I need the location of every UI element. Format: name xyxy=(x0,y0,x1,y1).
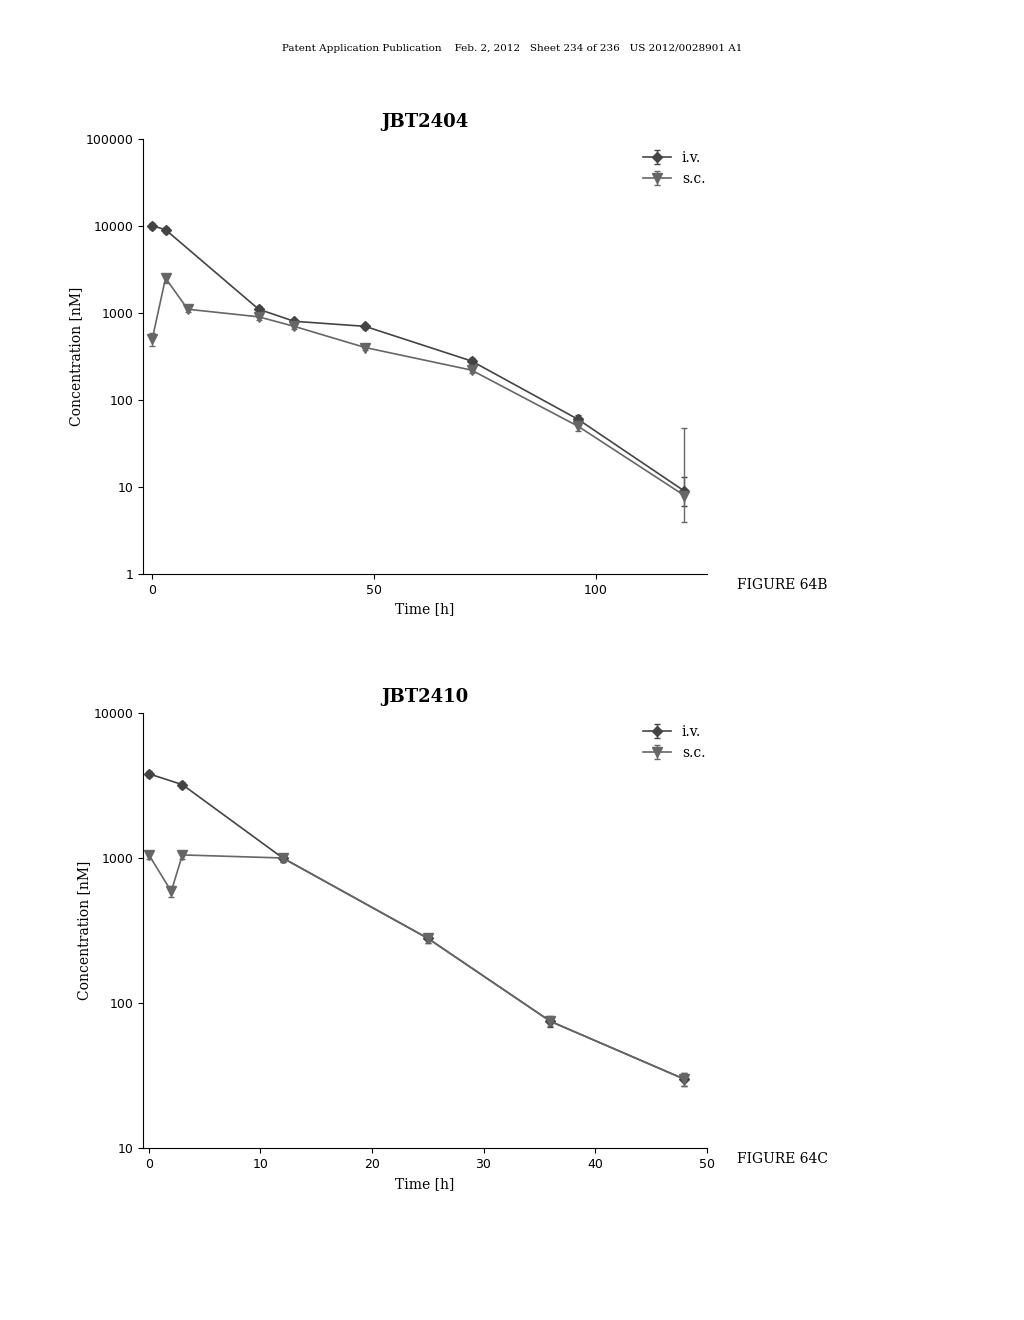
Legend: i.v., s.c.: i.v., s.c. xyxy=(637,719,711,766)
Title: JBT2404: JBT2404 xyxy=(381,114,469,132)
X-axis label: Time [h]: Time [h] xyxy=(395,602,455,616)
Legend: i.v., s.c.: i.v., s.c. xyxy=(637,145,711,191)
Title: JBT2410: JBT2410 xyxy=(381,688,469,706)
X-axis label: Time [h]: Time [h] xyxy=(395,1176,455,1191)
Y-axis label: Concentration [nM]: Concentration [nM] xyxy=(77,861,91,1001)
Y-axis label: Concentration [nM]: Concentration [nM] xyxy=(69,286,83,426)
Text: FIGURE 64B: FIGURE 64B xyxy=(737,578,827,593)
Text: FIGURE 64C: FIGURE 64C xyxy=(737,1152,828,1167)
Text: Patent Application Publication    Feb. 2, 2012   Sheet 234 of 236   US 2012/0028: Patent Application Publication Feb. 2, 2… xyxy=(282,44,742,53)
